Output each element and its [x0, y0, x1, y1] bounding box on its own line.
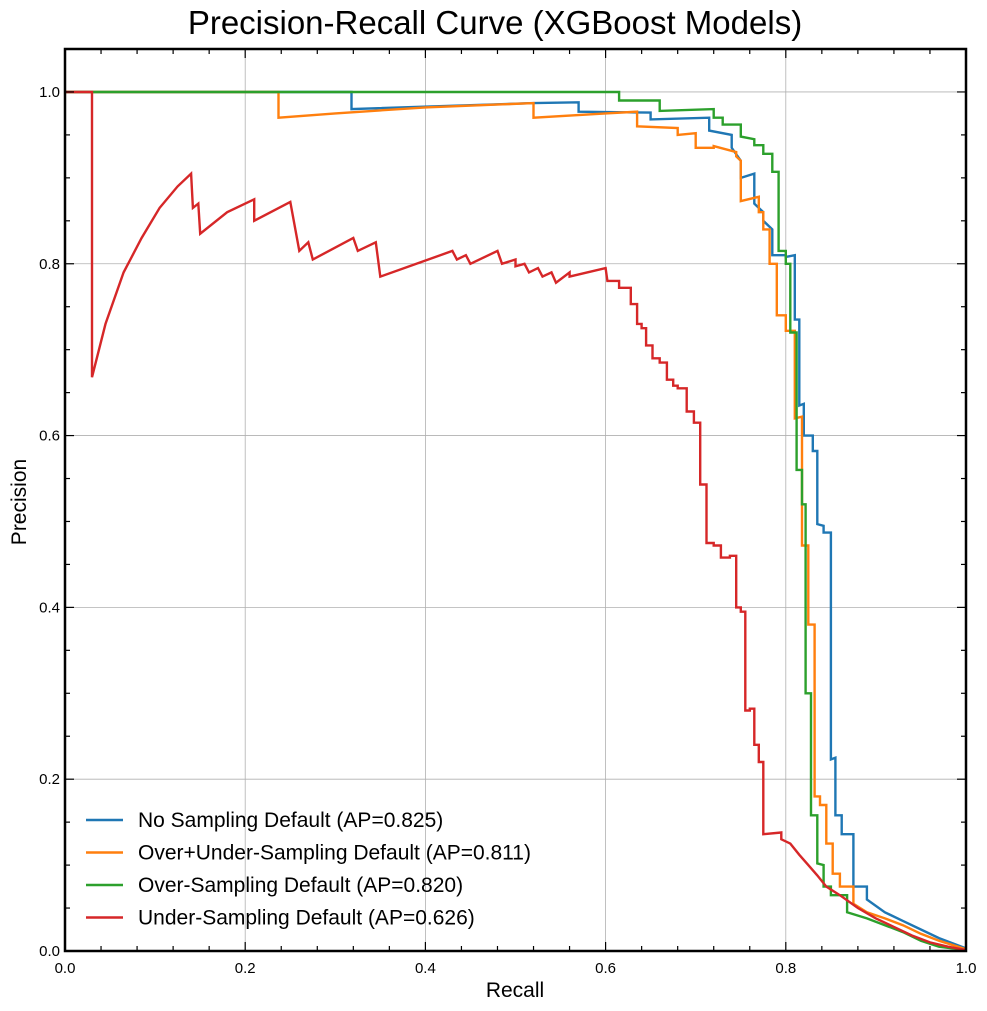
x-axis-label: Recall — [486, 979, 544, 1002]
legend-label: Under-Sampling Default (AP=0.626) — [138, 907, 475, 930]
y-tick-label: 0.8 — [39, 256, 60, 273]
plot-frame — [63, 47, 968, 953]
x-tick-label: 0.0 — [55, 960, 76, 977]
series-line-3 — [65, 90, 967, 952]
x-tick-label: 0.6 — [595, 960, 616, 977]
series-line-0 — [65, 90, 967, 950]
axis-ticks: 0.0 0.2 0.4 0.6 0.8 1.0 0.0 0.2 0.4 0.6 0.8 1.0 — [39, 49, 976, 977]
y-axis-label: Precision — [8, 459, 31, 545]
y-tick-label: 0.2 — [39, 771, 60, 788]
legend: No Sampling Default (AP=0.825) Over+Under… — [86, 809, 531, 930]
series-line-1 — [65, 90, 967, 951]
legend-label: No Sampling Default (AP=0.825) — [138, 809, 443, 832]
legend-label: Over-Sampling Default (AP=0.820) — [138, 874, 463, 897]
y-tick-label: 0.0 — [39, 943, 60, 960]
x-tick-label: 0.2 — [235, 960, 256, 977]
x-tick-label: 0.4 — [415, 960, 436, 977]
y-tick-label: 1.0 — [39, 84, 60, 101]
y-tick-label: 0.6 — [39, 428, 60, 445]
legend-label: Over+Under-Sampling Default (AP=0.811) — [138, 842, 531, 865]
x-tick-label: 1.0 — [956, 960, 977, 977]
y-tick-label: 0.4 — [39, 599, 60, 616]
chart-title: Precision-Recall Curve (XGBoost Models) — [188, 4, 802, 41]
x-tick-label: 0.8 — [775, 960, 796, 977]
series-lines — [65, 90, 967, 952]
